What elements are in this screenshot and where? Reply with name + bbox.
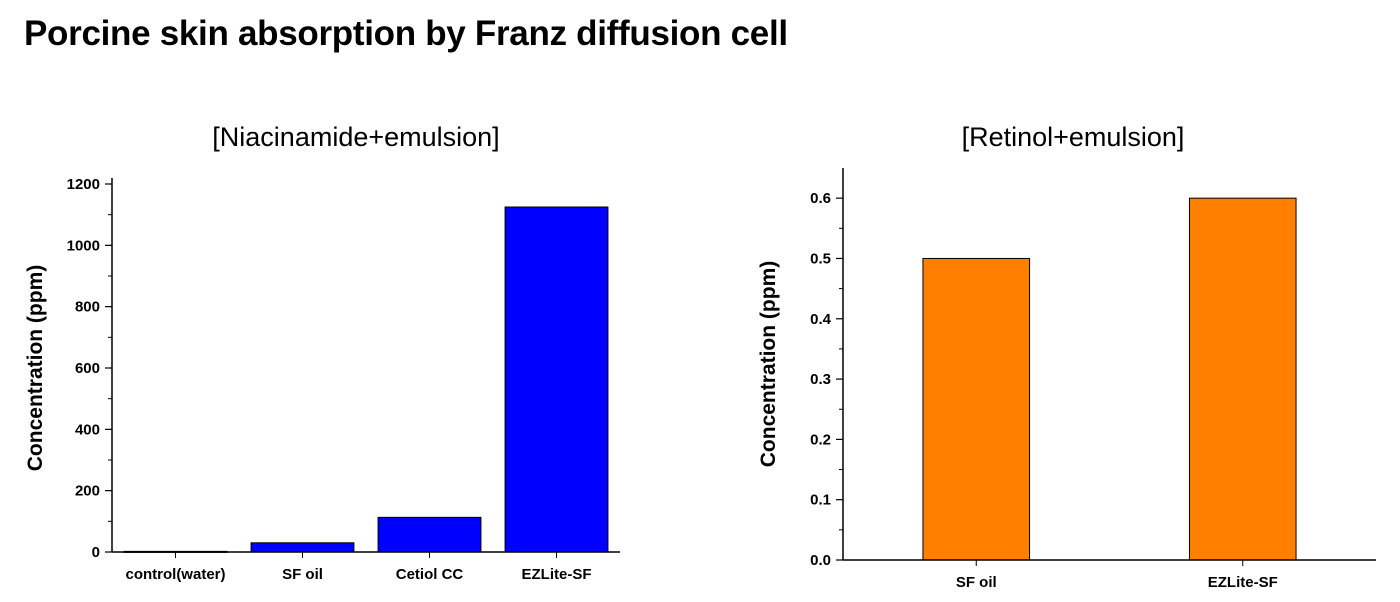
y-tick-label: 200 — [75, 483, 100, 500]
bar — [1188, 197, 1297, 561]
chart-title: [Niacinamide+emulsion] — [212, 122, 499, 152]
page-title: Porcine skin absorption by Franz diffusi… — [24, 14, 788, 53]
y-tick-label: 1000 — [67, 237, 100, 254]
y-tick-label: 0.2 — [810, 431, 831, 448]
bar — [922, 257, 1031, 561]
x-tick-label: EZLite-SF — [1208, 574, 1278, 591]
x-tick-label: SF oil — [282, 566, 323, 583]
y-tick-label: 800 — [75, 299, 100, 316]
y-tick-label: 0.4 — [810, 311, 832, 328]
y-tick-label: 0 — [92, 544, 100, 561]
x-tick-label: SF oil — [956, 574, 997, 591]
y-tick-label: 0.1 — [810, 492, 831, 509]
niacinamide-chart: [Niacinamide+emulsion] Concentration (ppm… — [24, 122, 620, 583]
y-tick-label: 400 — [75, 421, 100, 438]
x-tick-label: Cetiol CC — [396, 566, 464, 583]
y-tick-label: 1200 — [67, 176, 100, 193]
x-tick-label: control(water) — [125, 566, 225, 583]
y-tick-label: 600 — [75, 360, 100, 377]
y-axis-label: Concentration (ppm) — [24, 265, 47, 471]
x-tick-label: EZLite-SF — [522, 566, 592, 583]
y-axis-label: Concentration (ppm) — [757, 261, 780, 467]
y-tick-label: 0.0 — [810, 552, 831, 569]
chart-title: [Retinol+emulsion] — [962, 122, 1185, 152]
y-tick-label: 0.3 — [810, 371, 831, 388]
y-tick-label: 0.5 — [810, 250, 831, 267]
y-tick-label: 0.6 — [810, 190, 831, 207]
bar — [377, 516, 482, 553]
bar — [504, 206, 609, 553]
